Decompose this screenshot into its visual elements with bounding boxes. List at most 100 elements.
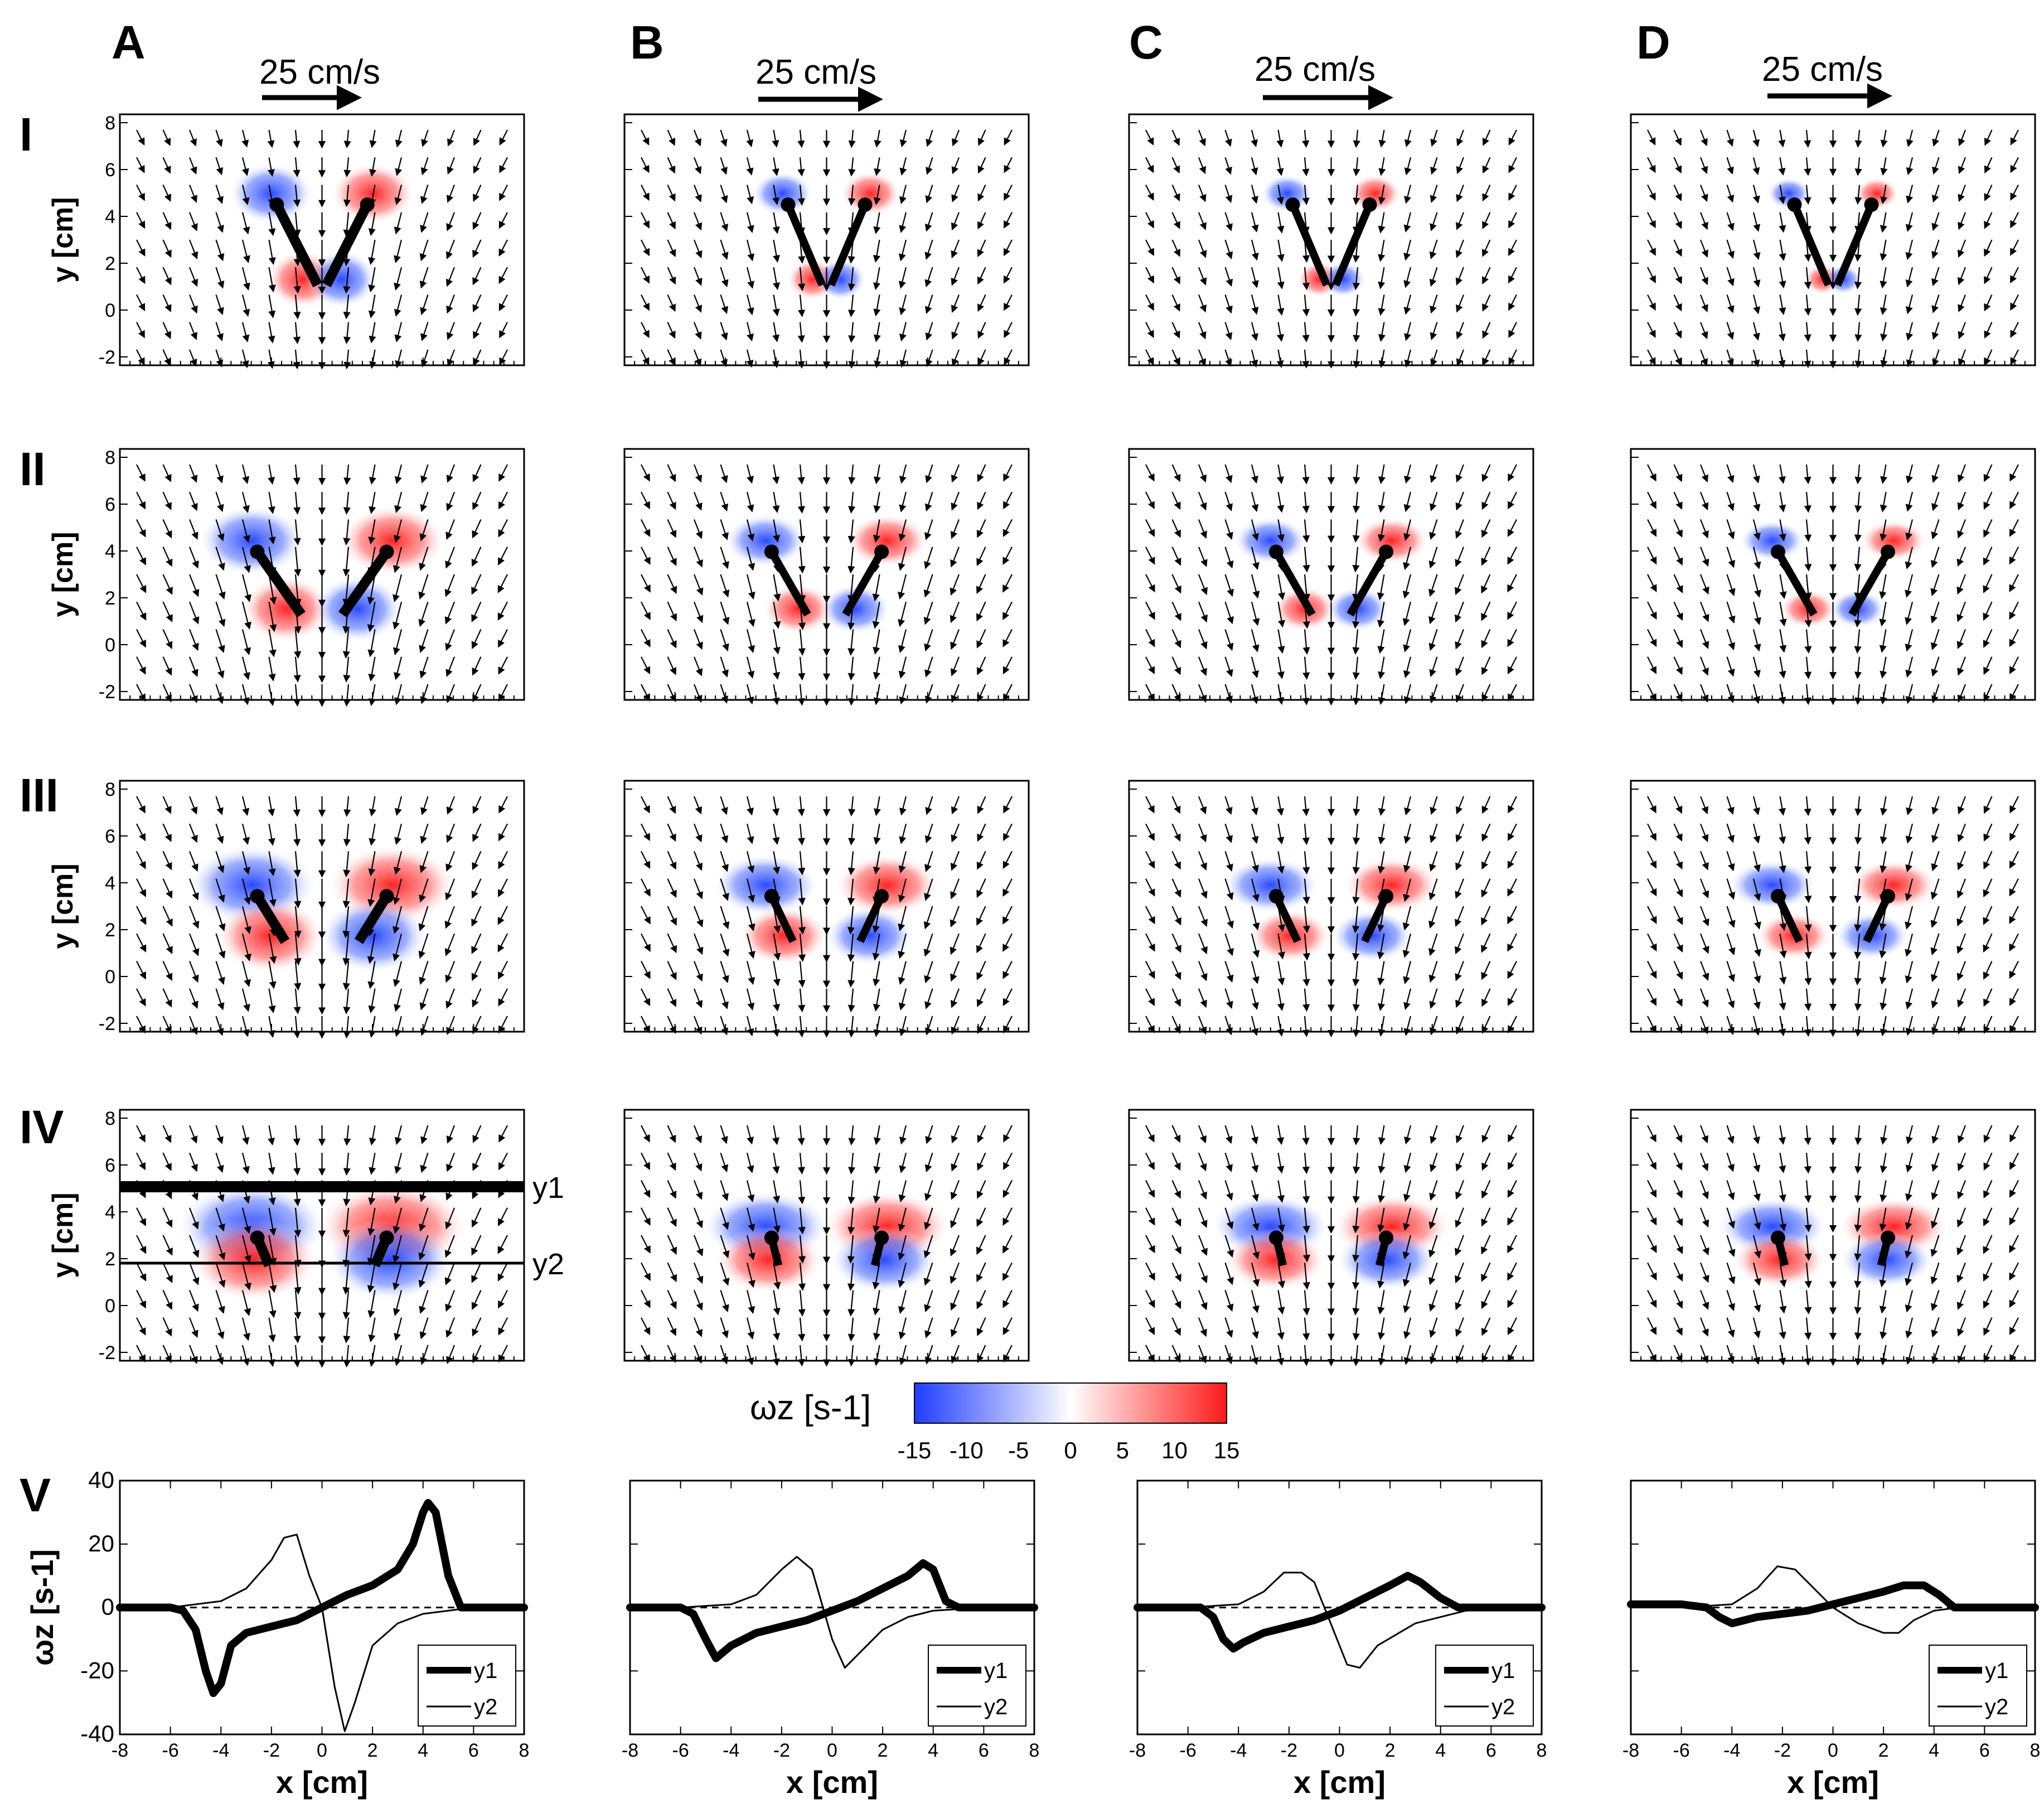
velocity-vector — [188, 851, 198, 872]
velocity-vector — [369, 824, 376, 846]
velocity-vector — [395, 157, 403, 176]
x-tick-label: -6 — [1673, 1740, 1690, 1761]
velocity-vector — [188, 878, 199, 901]
velocity-vector — [418, 933, 429, 959]
velocity-vector — [162, 988, 172, 1008]
line-plot-b-v: -8 -6 -4 -2 0 2 4 6 8 y1 y2 x [cm] — [622, 1480, 1039, 1800]
velocity-vector — [367, 1263, 376, 1293]
velocity-vector — [369, 322, 376, 344]
y-tick-label: 8 — [105, 447, 115, 468]
velocity-vector — [215, 157, 224, 176]
velocity-vector — [268, 1290, 277, 1318]
panel-ticks: 8 6 4 2 0 -2 — [99, 1108, 525, 1364]
velocity-vector — [294, 1263, 302, 1295]
velocity-vector — [136, 464, 146, 482]
x-tick-label: -2 — [263, 1740, 280, 1761]
velocity-vector — [188, 185, 198, 203]
y-tick-label: 0 — [105, 966, 115, 988]
velocity-vector — [136, 212, 146, 229]
legend-label: y1 — [1491, 1659, 1515, 1683]
velocity-vector — [393, 1207, 403, 1234]
velocity-vector — [445, 656, 456, 677]
velocity-vector — [499, 349, 508, 366]
velocity-vector — [641, 129, 650, 146]
velocity-vector — [368, 519, 376, 545]
x-tick-label: 6 — [979, 1740, 989, 1761]
velocity-vector — [215, 656, 225, 679]
velocity-vector — [368, 294, 376, 318]
velocity-vector — [420, 1345, 429, 1365]
velocity-vector — [720, 267, 729, 288]
velocity-vector — [162, 574, 173, 595]
vortex-positive — [1354, 517, 1429, 564]
velocity-vector — [393, 1290, 403, 1316]
velocity-vector — [473, 349, 482, 366]
velocity-vector — [293, 1125, 301, 1146]
velocity-vector — [343, 851, 351, 878]
pivot-point — [250, 544, 265, 559]
velocity-vector — [471, 574, 482, 595]
velocity-vector — [445, 547, 456, 569]
legend-label: y2 — [474, 1695, 497, 1719]
velocity-vector — [499, 322, 508, 339]
velocity-vector — [420, 491, 429, 513]
velocity-vector — [472, 796, 482, 814]
velocity-vector — [394, 185, 403, 206]
x-tick-label: 4 — [1929, 1740, 1939, 1761]
velocity-vector — [241, 129, 249, 148]
velocity-vector — [188, 823, 198, 843]
x-axis-label: x [cm] — [1294, 1764, 1386, 1800]
velocity-vector — [268, 574, 277, 605]
velocity-vector — [188, 322, 197, 340]
velocity-vector — [294, 1207, 302, 1237]
velocity-vector — [445, 988, 456, 1009]
velocity-vector — [188, 491, 198, 511]
velocity-vector — [420, 322, 429, 341]
velocity-vector — [293, 267, 301, 294]
velocity-vector — [188, 157, 197, 175]
velocity-vector — [136, 1345, 146, 1363]
velocity-vector — [162, 1345, 172, 1364]
velocity-vector — [720, 239, 729, 260]
velocity-vector — [641, 322, 650, 339]
y-tick-label: -20 — [80, 1657, 114, 1683]
velocity-vector — [444, 601, 456, 625]
velocity-vector — [162, 267, 172, 286]
scale-arrow-d: 25 cm/s — [1762, 50, 1892, 109]
velocity-vector — [343, 1125, 351, 1146]
colorbar-ticks: -15 -10 -5 0 5 10 15 — [898, 1437, 1240, 1463]
vortex-negative — [724, 514, 807, 568]
velocity-vector — [136, 157, 145, 173]
colorbar-tick-label: -5 — [1008, 1437, 1029, 1463]
flow-panel — [623, 448, 1030, 706]
x-tick-label: 0 — [827, 1740, 837, 1761]
velocity-vector — [342, 629, 350, 659]
velocity-vector — [394, 988, 403, 1012]
velocity-vector — [188, 1262, 200, 1285]
velocity-vector — [293, 824, 301, 847]
legend-label: y2 — [984, 1695, 1008, 1719]
velocity-vector — [693, 322, 702, 340]
velocity-vector — [394, 684, 403, 705]
velocity-vector — [419, 1317, 429, 1340]
scale-arrow-label: 25 cm/s — [259, 53, 380, 91]
scale-arrow-a: 25 cm/s — [259, 53, 380, 110]
velocity-vector — [136, 349, 145, 366]
legend-box — [1929, 1645, 2027, 1727]
x-tick-label: 6 — [1979, 1740, 1990, 1761]
velocity-vector — [471, 1290, 482, 1311]
velocity-vector — [498, 988, 508, 1007]
velocity-vector — [446, 294, 456, 314]
pivot-point — [764, 544, 779, 559]
x-tick-label: -6 — [1180, 1740, 1197, 1761]
velocity-vector — [188, 601, 200, 625]
velocity-vector — [342, 906, 350, 939]
velocity-vector — [162, 629, 173, 650]
velocity-vector — [418, 906, 429, 932]
velocity-vector — [293, 349, 301, 370]
velocity-vector — [188, 574, 200, 597]
velocity-vector — [162, 294, 172, 312]
y-tick-label: 6 — [105, 494, 115, 515]
velocity-vector — [445, 267, 456, 287]
